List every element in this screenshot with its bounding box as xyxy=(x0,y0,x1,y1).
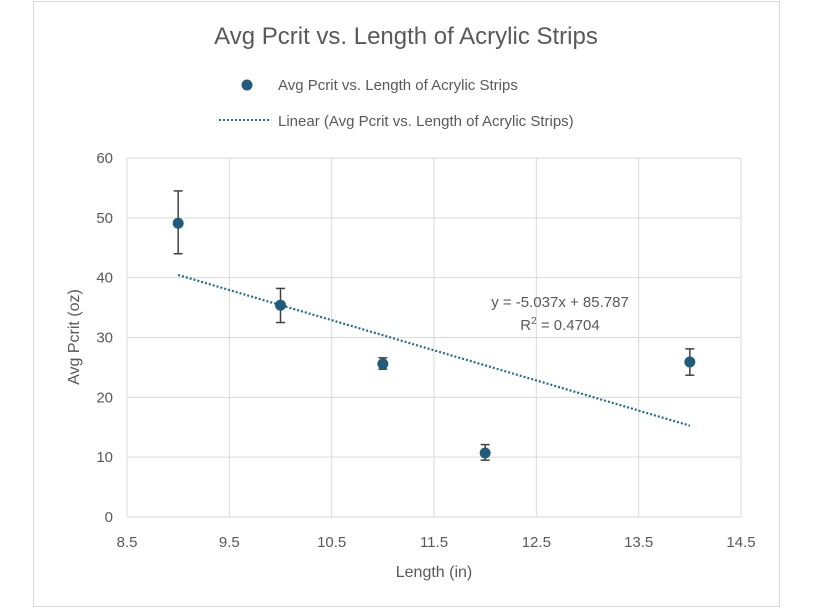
tick-labels: 0 10 20 30 40 50 60 8.5 9.5 10.5 11.5 12.5 13.5 14.5 xyxy=(96,150,755,551)
data-point xyxy=(275,299,286,311)
y-tick-label: 50 xyxy=(96,210,113,227)
x-tick-label: 13.5 xyxy=(624,534,653,551)
chart-title: Avg Pcrit vs. Length of Acrylic Strips xyxy=(214,23,598,50)
y-tick-label: 10 xyxy=(96,449,113,466)
data-point-group xyxy=(479,443,491,461)
gridlines xyxy=(126,157,742,518)
data-point-group xyxy=(172,190,184,255)
trendline xyxy=(177,273,691,427)
r-squared-exponent: 2 xyxy=(531,316,537,327)
x-tick-label: 9.5 xyxy=(219,534,240,551)
data-point xyxy=(377,358,389,370)
x-tick-label: 8.5 xyxy=(117,534,138,551)
r-squared-label: R xyxy=(520,317,531,334)
legend-series-label: Avg Pcrit vs. Length of Acrylic Strips xyxy=(278,77,518,94)
y-tick-label: 0 xyxy=(105,509,113,526)
x-tick-label: 11.5 xyxy=(420,534,448,551)
data-point xyxy=(684,356,696,368)
chart-area xyxy=(33,1,780,607)
trendline-equation: y = -5.037x + 85.787 xyxy=(491,294,629,311)
x-tick-label: 14.5 xyxy=(726,534,755,551)
trendline-layer xyxy=(177,273,691,427)
data-point-group xyxy=(684,348,696,376)
data-point xyxy=(479,447,491,459)
x-tick-label: 10.5 xyxy=(317,534,346,551)
y-tick-label: 20 xyxy=(96,389,113,406)
x-axis-title: Length (in) xyxy=(396,564,473,581)
y-tick-label: 30 xyxy=(96,330,113,347)
data-points xyxy=(172,190,696,461)
data-point-group xyxy=(377,357,389,370)
trendline-r-squared: R2 = 0.4704 xyxy=(520,316,599,334)
legend-trendline-label: Linear (Avg Pcrit vs. Length of Acrylic … xyxy=(278,113,574,130)
y-tick-label: 40 xyxy=(96,270,113,287)
x-tick-label: 12.5 xyxy=(522,534,551,551)
data-point xyxy=(172,217,184,229)
data-point-group xyxy=(275,287,286,324)
legend: Avg Pcrit vs. Length of Acrylic Strips L… xyxy=(219,77,574,130)
r-squared-value: = 0.4704 xyxy=(537,317,600,334)
y-axis-title: Avg Pcrit (oz) xyxy=(66,289,83,385)
legend-marker xyxy=(241,79,253,91)
y-tick-label: 60 xyxy=(96,150,113,167)
